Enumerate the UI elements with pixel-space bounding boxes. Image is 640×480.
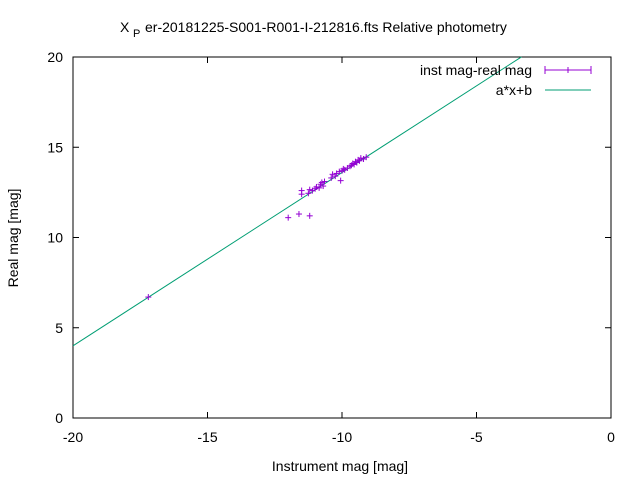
data-point [356,157,363,164]
data-point [363,154,370,161]
title-text: er-20181225-S001-R001-I-212816.fts Relat… [145,19,507,35]
data-point [332,173,339,180]
y-tick-label: 10 [47,230,63,246]
data-point [321,178,328,185]
fit-line-layer [72,56,522,347]
y-tick-label: 15 [47,139,63,155]
x-tick-label: -15 [197,429,217,445]
data-point [336,168,343,175]
x-axis-ticks: -20 -15 -10 -5 0 [63,57,615,445]
title-sub-glyph: P [133,28,140,40]
y-tick-label: 20 [47,49,63,65]
data-point [347,163,354,170]
title-main-glyph: X [120,19,130,35]
data-point [145,294,152,301]
data-points-layer [145,154,370,301]
plot-frame [72,56,612,419]
data-point [316,184,323,191]
fit-line [72,56,522,347]
y-tick-label: 0 [55,410,63,426]
legend: inst mag-real mag a*x+b [420,62,592,98]
data-point [306,186,313,193]
x-tick-label: 0 [607,429,615,445]
data-point [320,183,327,190]
y-axis-label: Real mag [mag] [5,189,21,288]
x-tick-label: -20 [63,429,83,445]
data-point [285,214,292,221]
y-axis-ticks: 0 5 10 15 20 [47,49,611,426]
data-point [337,177,344,184]
data-point [305,190,312,197]
data-point [357,155,364,162]
data-point [298,187,305,194]
y-tick-label: 5 [55,320,63,336]
legend-sample-points [544,66,592,74]
chart-title: X P er-20181225-S001-R001-I-212816.fts R… [120,19,507,40]
data-point [340,165,347,172]
data-point [306,212,313,219]
x-tick-label: -10 [332,429,352,445]
data-point [295,211,302,218]
data-point [318,179,325,186]
legend-label-points: inst mag-real mag [420,62,532,78]
legend-label-fit: a*x+b [496,82,532,98]
data-point [313,183,320,190]
x-axis-label: Instrument mag [mag] [272,458,408,474]
x-tick-label: -5 [470,429,483,445]
data-point [328,174,335,181]
